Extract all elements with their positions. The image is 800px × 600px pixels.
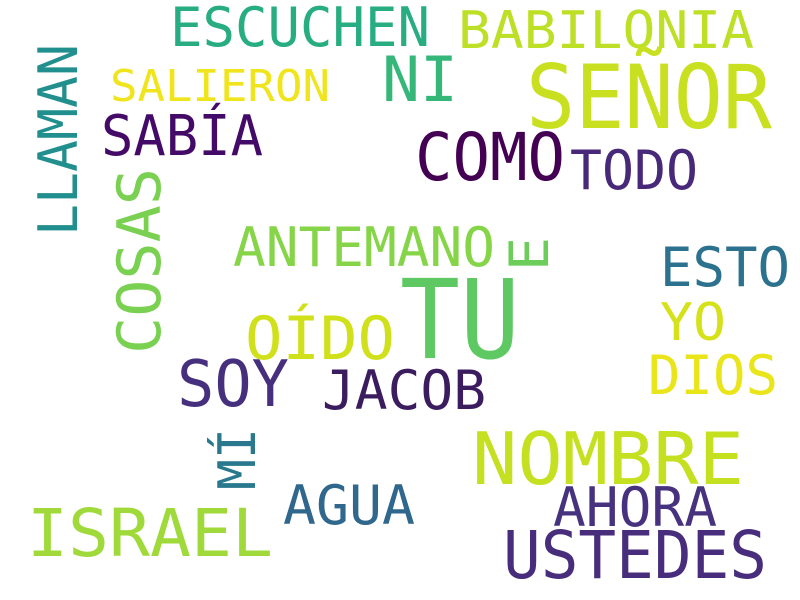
word-esto: ESTO bbox=[660, 236, 790, 299]
word-escuchen: ESCUCHEN bbox=[170, 0, 430, 59]
word-ni: NI bbox=[382, 43, 458, 116]
word-tu: TU bbox=[400, 256, 520, 384]
word-todo: TODO bbox=[570, 139, 698, 202]
word-senor: SEÑOR bbox=[526, 46, 772, 149]
word-cosas: COSAS bbox=[105, 168, 175, 354]
word-ahora: AHORA bbox=[553, 476, 717, 539]
word-jacob: JACOB bbox=[322, 359, 486, 422]
word-soy: SOY bbox=[177, 348, 289, 422]
word-yo: YO bbox=[660, 293, 726, 353]
word-sabia: SABÍA bbox=[101, 104, 263, 169]
word-ustedes: USTEDES bbox=[503, 517, 767, 594]
word-e: E bbox=[498, 237, 561, 271]
word-babilonia: BABILONIA bbox=[458, 1, 754, 61]
word-mi: MÍ bbox=[207, 428, 268, 490]
word-salieron: SALIERON bbox=[110, 61, 330, 112]
word-llaman: LLAMAN bbox=[27, 44, 90, 236]
word-nombre: NOMBRE bbox=[472, 417, 744, 501]
word-como: COMO bbox=[415, 119, 565, 196]
word-antemano: ANTEMANO bbox=[233, 216, 495, 279]
word-israel: ISRAEL bbox=[27, 495, 273, 572]
word-dios: DIOS bbox=[648, 344, 778, 407]
word-oido: OÍDO bbox=[245, 302, 395, 374]
word-agua: AGUA bbox=[283, 474, 415, 537]
